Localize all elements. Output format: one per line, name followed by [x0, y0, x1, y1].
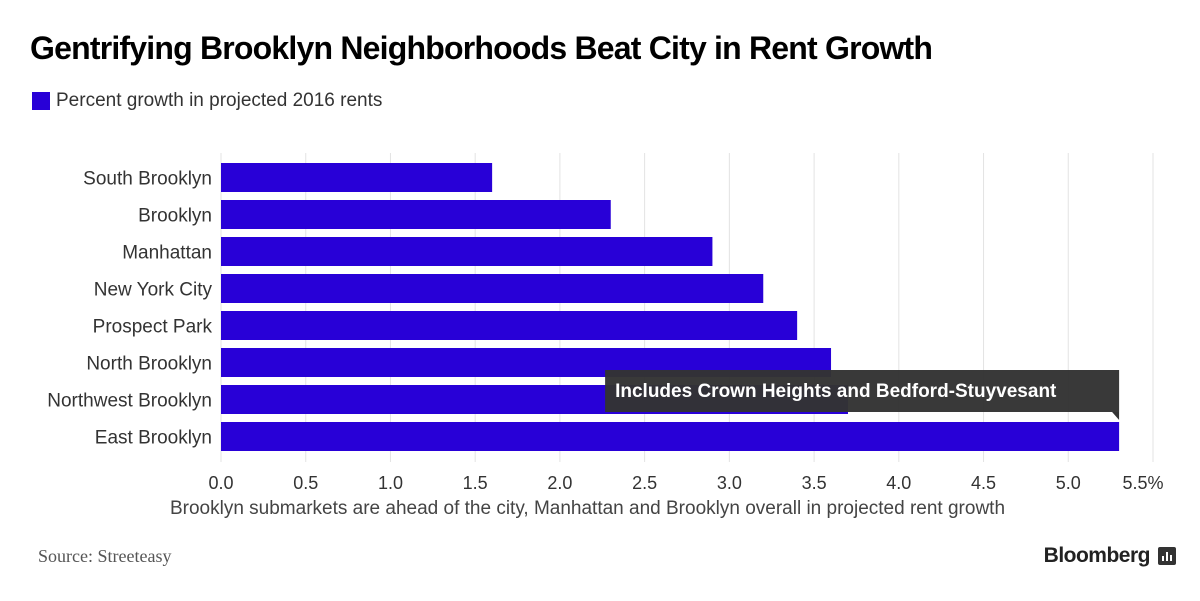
- annotation-text: Includes Crown Heights and Bedford-Stuyv…: [615, 381, 1057, 402]
- legend-swatch: [32, 92, 50, 110]
- bar: [221, 200, 611, 229]
- x-tick-label: 3.0: [717, 473, 742, 493]
- category-label: Brooklyn: [138, 206, 212, 227]
- x-tick-label: 3.5: [802, 473, 827, 493]
- bar: [221, 311, 798, 340]
- category-label: Prospect Park: [93, 317, 213, 338]
- x-tick-label: 1.5: [463, 473, 488, 493]
- x-tick-label: 2.0: [547, 473, 572, 493]
- legend: Percent growth in projected 2016 rents: [32, 90, 382, 112]
- source-note: Source: Streeteasy: [38, 546, 172, 566]
- x-tick-label: 0.5: [293, 473, 318, 493]
- bar: [221, 237, 713, 266]
- category-label: South Brooklyn: [83, 169, 212, 190]
- chart-title: Gentrifying Brooklyn Neighborhoods Beat …: [30, 30, 933, 66]
- annotation-pointer: [1112, 412, 1120, 420]
- brand: Bloomberg: [1044, 544, 1176, 568]
- bloomberg-chart-icon: [1158, 547, 1176, 565]
- bar: [221, 274, 764, 303]
- category-label: North Brooklyn: [86, 354, 212, 375]
- x-tick-label: 5.5%: [1122, 473, 1163, 493]
- bar: [221, 422, 1120, 451]
- category-label: Northwest Brooklyn: [47, 391, 212, 412]
- x-tick-label: 2.5: [632, 473, 657, 493]
- category-label: Manhattan: [122, 243, 212, 264]
- annotation-box: [605, 370, 1120, 412]
- category-label: New York City: [94, 280, 213, 301]
- x-tick-label: 0.0: [208, 473, 233, 493]
- bar: [221, 163, 493, 192]
- category-label: East Brooklyn: [95, 428, 212, 449]
- x-tick-label: 4.5: [971, 473, 996, 493]
- x-tick-label: 5.0: [1056, 473, 1081, 493]
- brand-logo-text: Bloomberg: [1043, 544, 1151, 567]
- chart-footnote: Brooklyn submarkets are ahead of the cit…: [169, 498, 1006, 519]
- x-tick-label: 1.0: [378, 473, 403, 493]
- x-tick-label: 4.0: [886, 473, 911, 493]
- legend-label: Percent growth in projected 2016 rents: [56, 90, 383, 111]
